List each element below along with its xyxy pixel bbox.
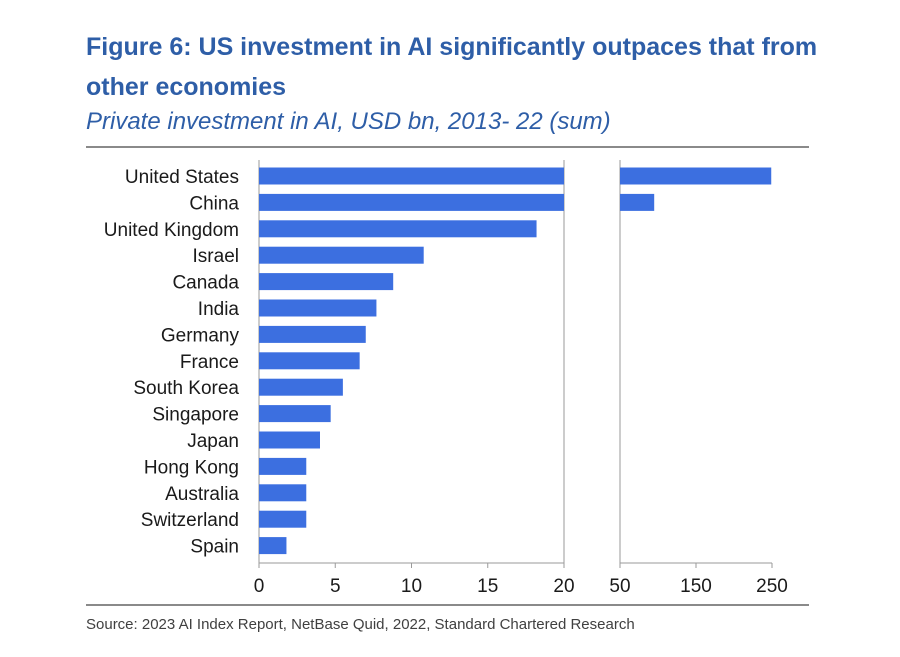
bottom-rule [86, 604, 809, 606]
bar-broken-china [620, 193, 655, 211]
category-label: Canada [172, 273, 239, 294]
category-label: Japan [187, 431, 239, 452]
bar-canada [259, 273, 394, 291]
tick-label: 50 [609, 576, 630, 597]
category-label: Germany [161, 325, 240, 346]
bar-china [259, 193, 564, 211]
category-label: Australia [165, 484, 239, 505]
bar-united-kingdom [259, 220, 537, 238]
bar-japan [259, 431, 320, 449]
bar-broken-united-states [620, 167, 772, 185]
bar-hong-kong [259, 457, 307, 475]
category-label: United States [125, 167, 239, 188]
category-label: France [180, 352, 239, 373]
tick-label: 0 [254, 576, 265, 597]
bar-germany [259, 325, 366, 343]
category-label: Switzerland [141, 510, 239, 531]
tick-label: 150 [680, 576, 712, 597]
category-label: Hong Kong [144, 457, 239, 478]
category-label: United Kingdom [104, 220, 239, 241]
bar-switzerland [259, 510, 307, 528]
tick-label: 10 [401, 576, 422, 597]
category-label: Singapore [152, 405, 239, 426]
tick-label: 20 [553, 576, 574, 597]
bar-singapore [259, 405, 331, 423]
source-note: Source: 2023 AI Index Report, NetBase Qu… [86, 616, 635, 633]
bar-israel [259, 246, 424, 264]
figure-title: Figure 6: US investment in AI significan… [86, 33, 818, 101]
bar-spain [259, 537, 287, 555]
bar-india [259, 299, 377, 317]
category-label: India [198, 299, 240, 320]
tick-label: 250 [756, 576, 788, 597]
category-label: South Korea [133, 378, 239, 399]
bar-france [259, 352, 360, 370]
figure-subtitle: Private investment in AI, USD bn, 2013- … [86, 108, 611, 135]
bar-united-states [259, 167, 564, 185]
top-rule [86, 146, 809, 148]
tick-label: 15 [477, 576, 498, 597]
bar-australia [259, 484, 307, 502]
category-label: Israel [193, 246, 239, 267]
category-label: China [189, 193, 239, 214]
bar-south-korea [259, 378, 343, 396]
category-label: Spain [190, 537, 239, 558]
tick-label: 5 [330, 576, 341, 597]
